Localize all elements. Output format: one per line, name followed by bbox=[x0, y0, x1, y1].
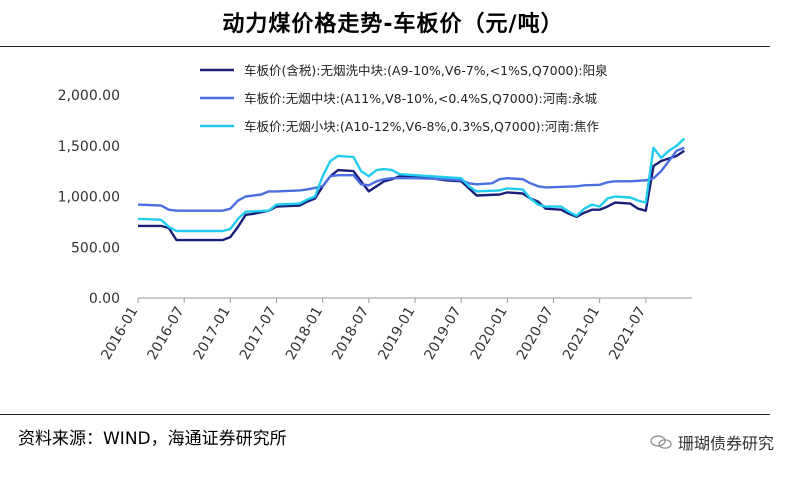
x-tick-label: 2016-07 bbox=[145, 304, 188, 363]
y-tick-label: 500.00 bbox=[71, 240, 120, 256]
watermark: 珊瑚债券研究 bbox=[650, 430, 774, 454]
footer-divider bbox=[0, 414, 770, 415]
x-tick-label: 2017-07 bbox=[237, 304, 280, 363]
x-tick-label: 2020-01 bbox=[468, 304, 511, 363]
watermark-text: 珊瑚债券研究 bbox=[678, 430, 774, 454]
legend-label-1: 车板价(含税):无烟洗中块:(A9-10%,V6-7%,<1%S,Q7000):… bbox=[244, 63, 608, 78]
x-tick-label: 2021-01 bbox=[560, 304, 603, 363]
x-tick-label: 2018-07 bbox=[329, 304, 372, 363]
source-note: 资料来源：WIND，海通证券研究所 bbox=[18, 424, 287, 449]
legend-label-2: 车板价:无烟中块:(A11%,V8-10%,<0.4%S,Q7000):河南:永… bbox=[244, 91, 597, 106]
x-tick-label: 2017-01 bbox=[191, 304, 234, 363]
x-tick-label: 2020-07 bbox=[514, 304, 557, 363]
y-tick-label: 1,000.00 bbox=[58, 190, 120, 206]
chart-legend: 车板价(含税):无烟洗中块:(A9-10%,V6-7%,<1%S,Q7000):… bbox=[200, 63, 608, 134]
x-tick-label: 2018-01 bbox=[283, 304, 326, 363]
x-tick-label: 2021-07 bbox=[606, 304, 649, 363]
wechat-icon bbox=[650, 435, 672, 449]
series-line-2 bbox=[138, 148, 684, 211]
y-tick-label: 1,500.00 bbox=[58, 139, 120, 155]
x-tick-label: 2019-01 bbox=[375, 304, 418, 363]
y-tick-label: 2,000.00 bbox=[58, 88, 120, 104]
y-tick-label: 0.00 bbox=[89, 291, 120, 307]
series-line-1 bbox=[138, 151, 684, 240]
x-tick-label: 2019-07 bbox=[422, 304, 465, 363]
x-tick-label: 2016-01 bbox=[98, 304, 141, 363]
legend-label-3: 车板价:无烟小块:(A10-12%,V6-8%,0.3%S,Q7000):河南:… bbox=[244, 119, 599, 134]
